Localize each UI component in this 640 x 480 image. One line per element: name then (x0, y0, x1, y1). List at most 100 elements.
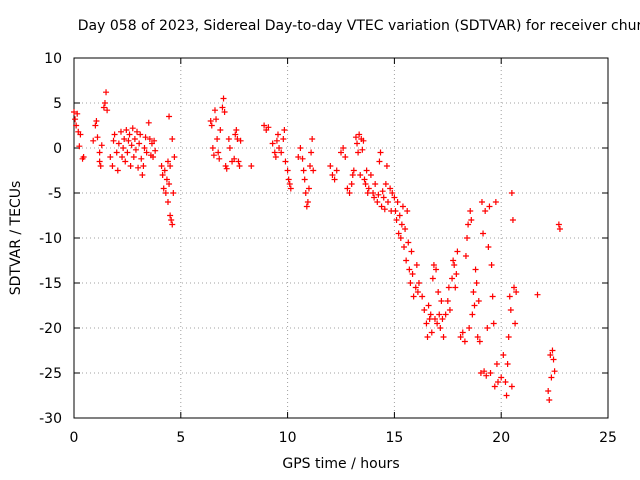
data-point (287, 185, 294, 192)
data-point (120, 145, 127, 151)
data-point (305, 185, 312, 192)
y-tick-label: 10 (44, 51, 62, 67)
data-point (223, 165, 230, 172)
y-tick-label: 5 (53, 96, 62, 112)
data-point (446, 307, 453, 313)
data-point (556, 226, 563, 232)
data-point (427, 311, 434, 318)
data-point (483, 372, 490, 379)
data-point (164, 158, 171, 165)
data-point (303, 203, 310, 210)
data-point (222, 163, 229, 169)
data-point (482, 208, 489, 214)
data-point (502, 379, 509, 385)
data-point (465, 221, 472, 228)
data-point (367, 172, 374, 178)
data-point (161, 167, 168, 174)
data-point (269, 140, 276, 147)
y-tick-label: 0 (53, 141, 62, 157)
data-point (444, 298, 451, 304)
data-point (97, 163, 104, 169)
data-point (234, 136, 241, 142)
data-point (125, 137, 132, 144)
y-axis-label: SDTVAR / TECUs (8, 180, 24, 296)
data-point (216, 155, 223, 162)
data-point (503, 392, 510, 399)
data-point (429, 275, 436, 282)
data-point (435, 289, 442, 295)
data-point (295, 154, 302, 160)
x-tick-label: 0 (70, 430, 79, 446)
data-point (360, 137, 367, 144)
data-point (452, 284, 459, 291)
data-point (164, 199, 171, 205)
data-point (329, 172, 336, 178)
data-point (425, 302, 432, 309)
data-point (365, 185, 372, 192)
data-point (415, 280, 422, 286)
x-tick-label: 15 (385, 430, 403, 446)
data-point (159, 172, 166, 178)
data-point (352, 134, 359, 141)
data-point (413, 262, 420, 268)
data-point (233, 127, 240, 133)
data-point (302, 190, 309, 196)
x-tick-label: 20 (492, 430, 510, 446)
y-tick-label: -25 (39, 366, 62, 382)
data-point (76, 143, 83, 150)
data-point (72, 116, 79, 123)
data-point (408, 248, 415, 255)
data-point (344, 185, 351, 192)
data-point (138, 155, 145, 162)
data-point (151, 137, 158, 144)
data-point (550, 356, 557, 363)
data-point (166, 113, 173, 120)
data-point (396, 212, 403, 219)
data-point (114, 167, 121, 174)
data-point (440, 334, 447, 340)
x-axis-label: GPS time / hours (282, 456, 400, 472)
data-point (371, 194, 378, 201)
data-point (150, 154, 157, 160)
data-point (301, 176, 308, 183)
data-point (77, 131, 84, 138)
data-point (126, 131, 133, 138)
data-point (381, 206, 388, 213)
data-point (359, 146, 366, 153)
data-point (235, 158, 242, 165)
data-point (98, 142, 105, 149)
data-point (546, 397, 553, 403)
data-point (304, 199, 311, 205)
data-point (361, 176, 368, 183)
data-point (211, 107, 218, 114)
data-point (421, 307, 428, 313)
data-point (423, 320, 430, 327)
data-point (131, 136, 138, 142)
data-point (169, 136, 176, 142)
data-point (146, 136, 153, 142)
data-point (509, 217, 516, 223)
data-point (109, 163, 116, 169)
data-point (137, 131, 144, 138)
data-point (362, 181, 369, 187)
data-point (469, 311, 476, 318)
data-point (93, 118, 100, 124)
data-point (73, 122, 80, 129)
data-point (436, 311, 443, 318)
data-point (327, 163, 334, 169)
data-point (493, 361, 500, 367)
data-point (167, 212, 174, 219)
data-point (410, 293, 417, 300)
data-point (391, 194, 398, 201)
data-point (380, 194, 387, 201)
data-point (281, 127, 288, 133)
data-point (475, 298, 482, 304)
data-point (486, 203, 493, 210)
data-point (276, 145, 283, 151)
data-point (237, 137, 244, 144)
data-point (115, 140, 122, 147)
data-point (468, 217, 475, 223)
data-point (377, 149, 384, 156)
data-point (210, 152, 217, 159)
data-point (101, 100, 108, 106)
